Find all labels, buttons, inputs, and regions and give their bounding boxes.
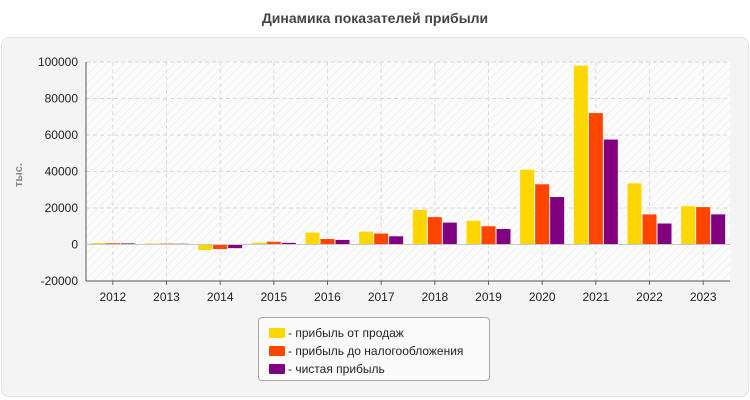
x-tick-label: 2014 — [207, 290, 234, 304]
bar-2019-series-0 — [466, 220, 481, 245]
x-tick-label: 2022 — [636, 290, 663, 304]
legend-label: - чистая прибыль — [288, 362, 385, 376]
bar-2018-series-0 — [412, 209, 427, 245]
legend-item-pretax-profit: - прибыль до налогообложения — [269, 342, 489, 360]
bar-2013-series-0 — [144, 243, 159, 245]
bar-2014-series-0 — [198, 244, 213, 250]
x-tick-label: 2012 — [99, 290, 126, 304]
bar-2020-series-0 — [520, 169, 535, 245]
bar-2016-series-2 — [335, 239, 350, 245]
legend-label: - прибыль от продаж — [288, 326, 404, 340]
bar-2015-series-0 — [251, 242, 266, 245]
x-tick-label: 2018 — [421, 290, 448, 304]
bar-2016-series-1 — [320, 239, 335, 245]
bar-2022-series-0 — [627, 183, 642, 245]
x-tick-label: 2023 — [690, 290, 717, 304]
x-tick-label: 2017 — [368, 290, 395, 304]
bar-2014-series-2 — [228, 244, 243, 249]
bar-2020-series-1 — [535, 184, 550, 245]
bar-2015-series-2 — [281, 242, 296, 245]
y-tick-label: -20000 — [41, 274, 79, 288]
bar-2018-series-2 — [442, 222, 457, 245]
bar-2017-series-0 — [359, 231, 374, 245]
bar-2015-series-1 — [266, 241, 281, 245]
bar-2021-series-0 — [573, 65, 588, 245]
bar-2021-series-1 — [588, 113, 603, 245]
bar-2023-series-0 — [681, 206, 696, 245]
bar-2020-series-2 — [550, 197, 565, 245]
bar-2021-series-2 — [603, 139, 618, 245]
y-tick-label: 100000 — [38, 55, 78, 69]
bar-series — [90, 65, 726, 250]
bar-2012-series-2 — [120, 243, 135, 245]
bar-2023-series-2 — [711, 214, 726, 245]
bar-2012-series-0 — [90, 243, 105, 245]
bar-2023-series-1 — [696, 207, 711, 245]
bar-2018-series-1 — [427, 217, 442, 245]
x-tick-label: 2021 — [582, 290, 609, 304]
x-tick-labels: 2012 2013 2014 2015 2016 2017 2018 2019 2020 2021… — [99, 290, 716, 304]
legend-swatch — [269, 328, 285, 338]
y-tick-label: 40000 — [45, 165, 79, 179]
x-tick-label: 2016 — [314, 290, 341, 304]
bar-2016-series-0 — [305, 232, 320, 245]
y-tick-label: 0 — [71, 238, 78, 252]
bar-2017-series-2 — [389, 236, 404, 245]
legend-label: - прибыль до налогообложения — [288, 344, 464, 358]
chart-title: Динамика показателей прибыли — [261, 10, 489, 26]
bar-2022-series-1 — [642, 214, 657, 245]
x-tick-label: 2013 — [153, 290, 180, 304]
legend-item-sales-profit: - прибыль от продаж — [269, 324, 489, 342]
y-tick-label: 80000 — [45, 92, 79, 106]
axes — [85, 62, 730, 285]
legend: - прибыль от продаж - прибыль до налогоо… — [258, 317, 490, 381]
legend-swatch — [269, 346, 285, 356]
legend-item-net-profit: - чистая прибыль — [269, 360, 489, 378]
x-tick-label: 2015 — [260, 290, 287, 304]
bar-2012-series-1 — [105, 243, 120, 245]
bar-2022-series-2 — [657, 223, 672, 245]
y-axis-label: тыс. — [13, 163, 25, 187]
legend-swatch — [269, 364, 285, 374]
y-tick-label: 20000 — [45, 201, 79, 215]
bar-2014-series-1 — [213, 244, 228, 250]
x-tick-label: 2019 — [475, 290, 502, 304]
bar-2019-series-1 — [481, 226, 496, 245]
x-tick-label: 2020 — [529, 290, 556, 304]
bar-2017-series-1 — [374, 233, 389, 245]
bar-2019-series-2 — [496, 228, 511, 245]
y-tick-labels: -20000 0 20000 40000 60000 80000 100000 — [38, 55, 78, 288]
y-tick-label: 60000 — [45, 128, 79, 142]
